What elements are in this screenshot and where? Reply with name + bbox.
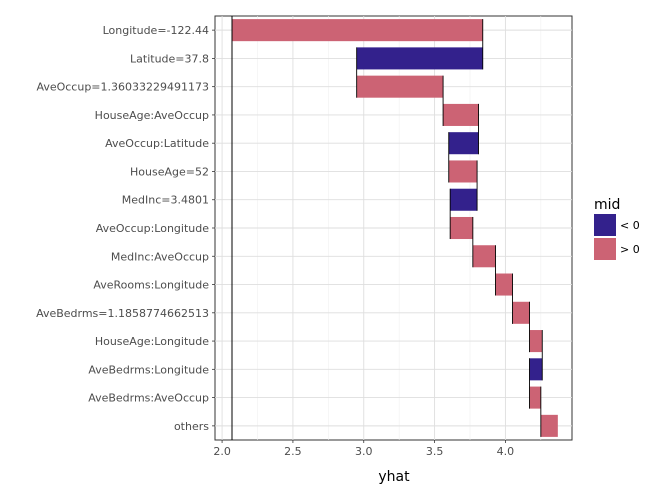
y-tick-label: AveBedrms:Longitude <box>88 363 209 376</box>
x-tick-label: 3.5 <box>426 445 444 458</box>
y-tick-label: MedInc:AveOccup <box>111 250 209 263</box>
bar-positive <box>529 330 543 353</box>
bar-positive <box>448 160 478 183</box>
bar-positive <box>512 301 530 324</box>
x-tick-label: 2.0 <box>213 445 231 458</box>
x-tick-label: 4.0 <box>497 445 515 458</box>
bar-negative <box>529 358 543 381</box>
bar-positive <box>232 19 483 42</box>
y-tick-label: AveRooms:Longitude <box>93 279 209 292</box>
y-tick-label: Longitude=-122.44 <box>103 24 209 37</box>
legend-label-positive: > 0 <box>620 243 640 256</box>
y-tick-label: HouseAge:AveOccup <box>95 109 209 122</box>
y-tick-labels: Longitude=-122.44 Latitude=37.8 AveOccup=1… <box>36 24 215 433</box>
bar-positive <box>529 386 541 409</box>
y-tick-label: others <box>174 420 209 433</box>
y-tick-label: MedInc=3.4801 <box>122 194 209 207</box>
bar-negative <box>356 47 483 70</box>
legend-title: mid <box>594 197 620 213</box>
y-tick-label: AveOccup:Longitude <box>96 222 210 235</box>
legend-swatch-positive <box>594 238 616 260</box>
legend-label-negative: < 0 <box>620 219 640 232</box>
y-tick-label: AveOccup:Latitude <box>105 137 209 150</box>
bar-positive <box>472 245 496 268</box>
x-tick-label: 3.0 <box>355 445 373 458</box>
bar-positive <box>450 216 473 240</box>
bar-positive <box>540 414 558 437</box>
y-tick-label: HouseAge:Longitude <box>95 335 209 348</box>
y-tick-label: HouseAge=52 <box>130 165 209 178</box>
bar-positive <box>443 103 479 126</box>
bar-negative <box>448 132 479 155</box>
bar-negative <box>450 188 478 211</box>
bar-positive <box>356 75 444 98</box>
x-tick-label: 2.5 <box>284 445 302 458</box>
x-axis-title: yhat <box>378 469 410 485</box>
y-tick-label: AveBedrms:AveOccup <box>88 392 209 405</box>
legend: mid < 0 > 0 <box>594 197 640 260</box>
y-tick-label: Latitude=37.8 <box>130 52 209 65</box>
legend-swatch-negative <box>594 214 616 236</box>
y-tick-label: AveBedrms=1.1858774662513 <box>36 307 209 320</box>
x-tick-labels: 2.0 2.5 3.0 3.5 4.0 <box>213 440 514 458</box>
bar-positive <box>495 273 513 296</box>
y-tick-label: AveOccup=1.36033229491173 <box>36 81 209 94</box>
connectors-group <box>356 19 543 437</box>
bars-group <box>232 19 558 437</box>
